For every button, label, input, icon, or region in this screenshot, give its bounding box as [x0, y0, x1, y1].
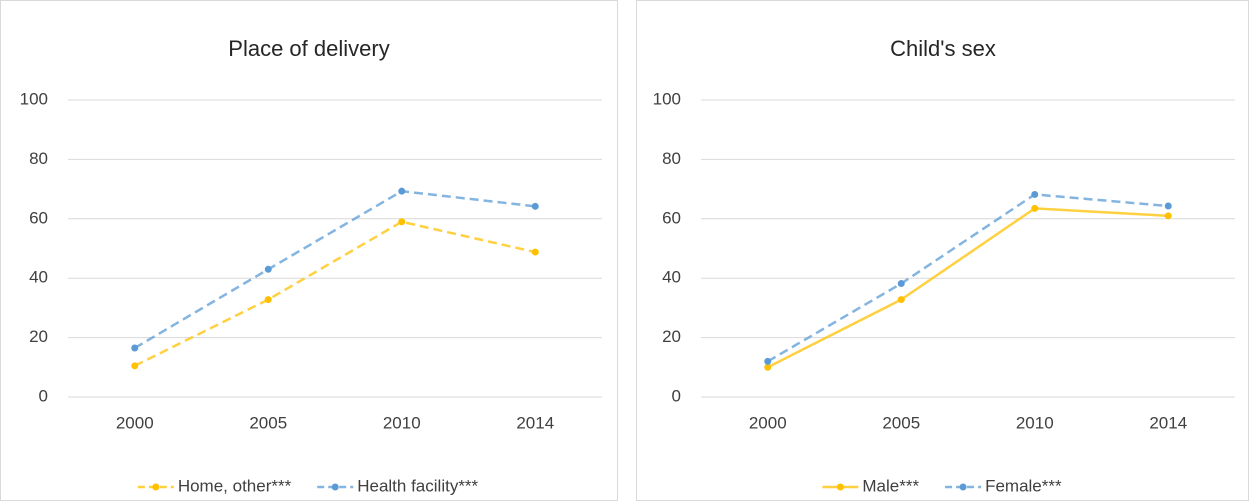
y-tick-label: 0 [672, 386, 681, 405]
data-point [1031, 190, 1039, 198]
series-line [134, 189, 536, 350]
data-point [531, 248, 539, 256]
y-tick-label: 0 [39, 386, 48, 405]
series-line [767, 193, 1169, 363]
data-point [264, 296, 272, 304]
x-tick-label: 2000 [749, 413, 787, 432]
y-tick-label: 100 [20, 89, 48, 108]
y-tick-label: 60 [29, 208, 48, 227]
y-tick-label: 20 [29, 327, 48, 346]
data-point [897, 280, 905, 288]
y-tick-label: 80 [29, 149, 48, 168]
panel [636, 0, 1249, 501]
data-point [264, 265, 272, 273]
data-point [531, 202, 539, 210]
chart-title: Child's sex [890, 36, 996, 61]
x-tick-label: 2000 [116, 413, 154, 432]
y-tick-label: 40 [29, 268, 48, 287]
legend-label: Male*** [862, 476, 919, 495]
x-tick-label: 2010 [1016, 413, 1054, 432]
data-point [398, 218, 406, 226]
x-tick-label: 2014 [516, 413, 554, 432]
x-tick-label: 2005 [249, 413, 287, 432]
legend-marker [836, 483, 844, 491]
y-tick-label: 60 [662, 208, 681, 227]
y-tick-label: 40 [662, 268, 681, 287]
x-tick-label: 2014 [1149, 413, 1187, 432]
legend-label: Home, other*** [178, 476, 292, 495]
data-point [1031, 204, 1039, 212]
legend-marker [331, 483, 339, 491]
data-point [131, 362, 139, 370]
data-point [398, 187, 406, 195]
legend-marker [152, 483, 160, 491]
legend-marker [959, 483, 967, 491]
x-tick-label: 2010 [383, 413, 421, 432]
legend-label: Female*** [985, 476, 1062, 495]
y-tick-label: 100 [653, 89, 681, 108]
data-point [764, 363, 772, 371]
data-point [764, 357, 772, 365]
chart-title: Place of delivery [228, 36, 389, 61]
data-point [131, 344, 139, 352]
y-tick-label: 80 [662, 149, 681, 168]
x-tick-label: 2005 [882, 413, 920, 432]
series-line [767, 207, 1169, 369]
data-point [1164, 202, 1172, 210]
panel [0, 0, 618, 501]
legend-label: Health facility*** [357, 476, 478, 495]
y-tick-label: 20 [662, 327, 681, 346]
data-point [897, 296, 905, 304]
data-point [1164, 212, 1172, 220]
series-line [134, 220, 536, 367]
